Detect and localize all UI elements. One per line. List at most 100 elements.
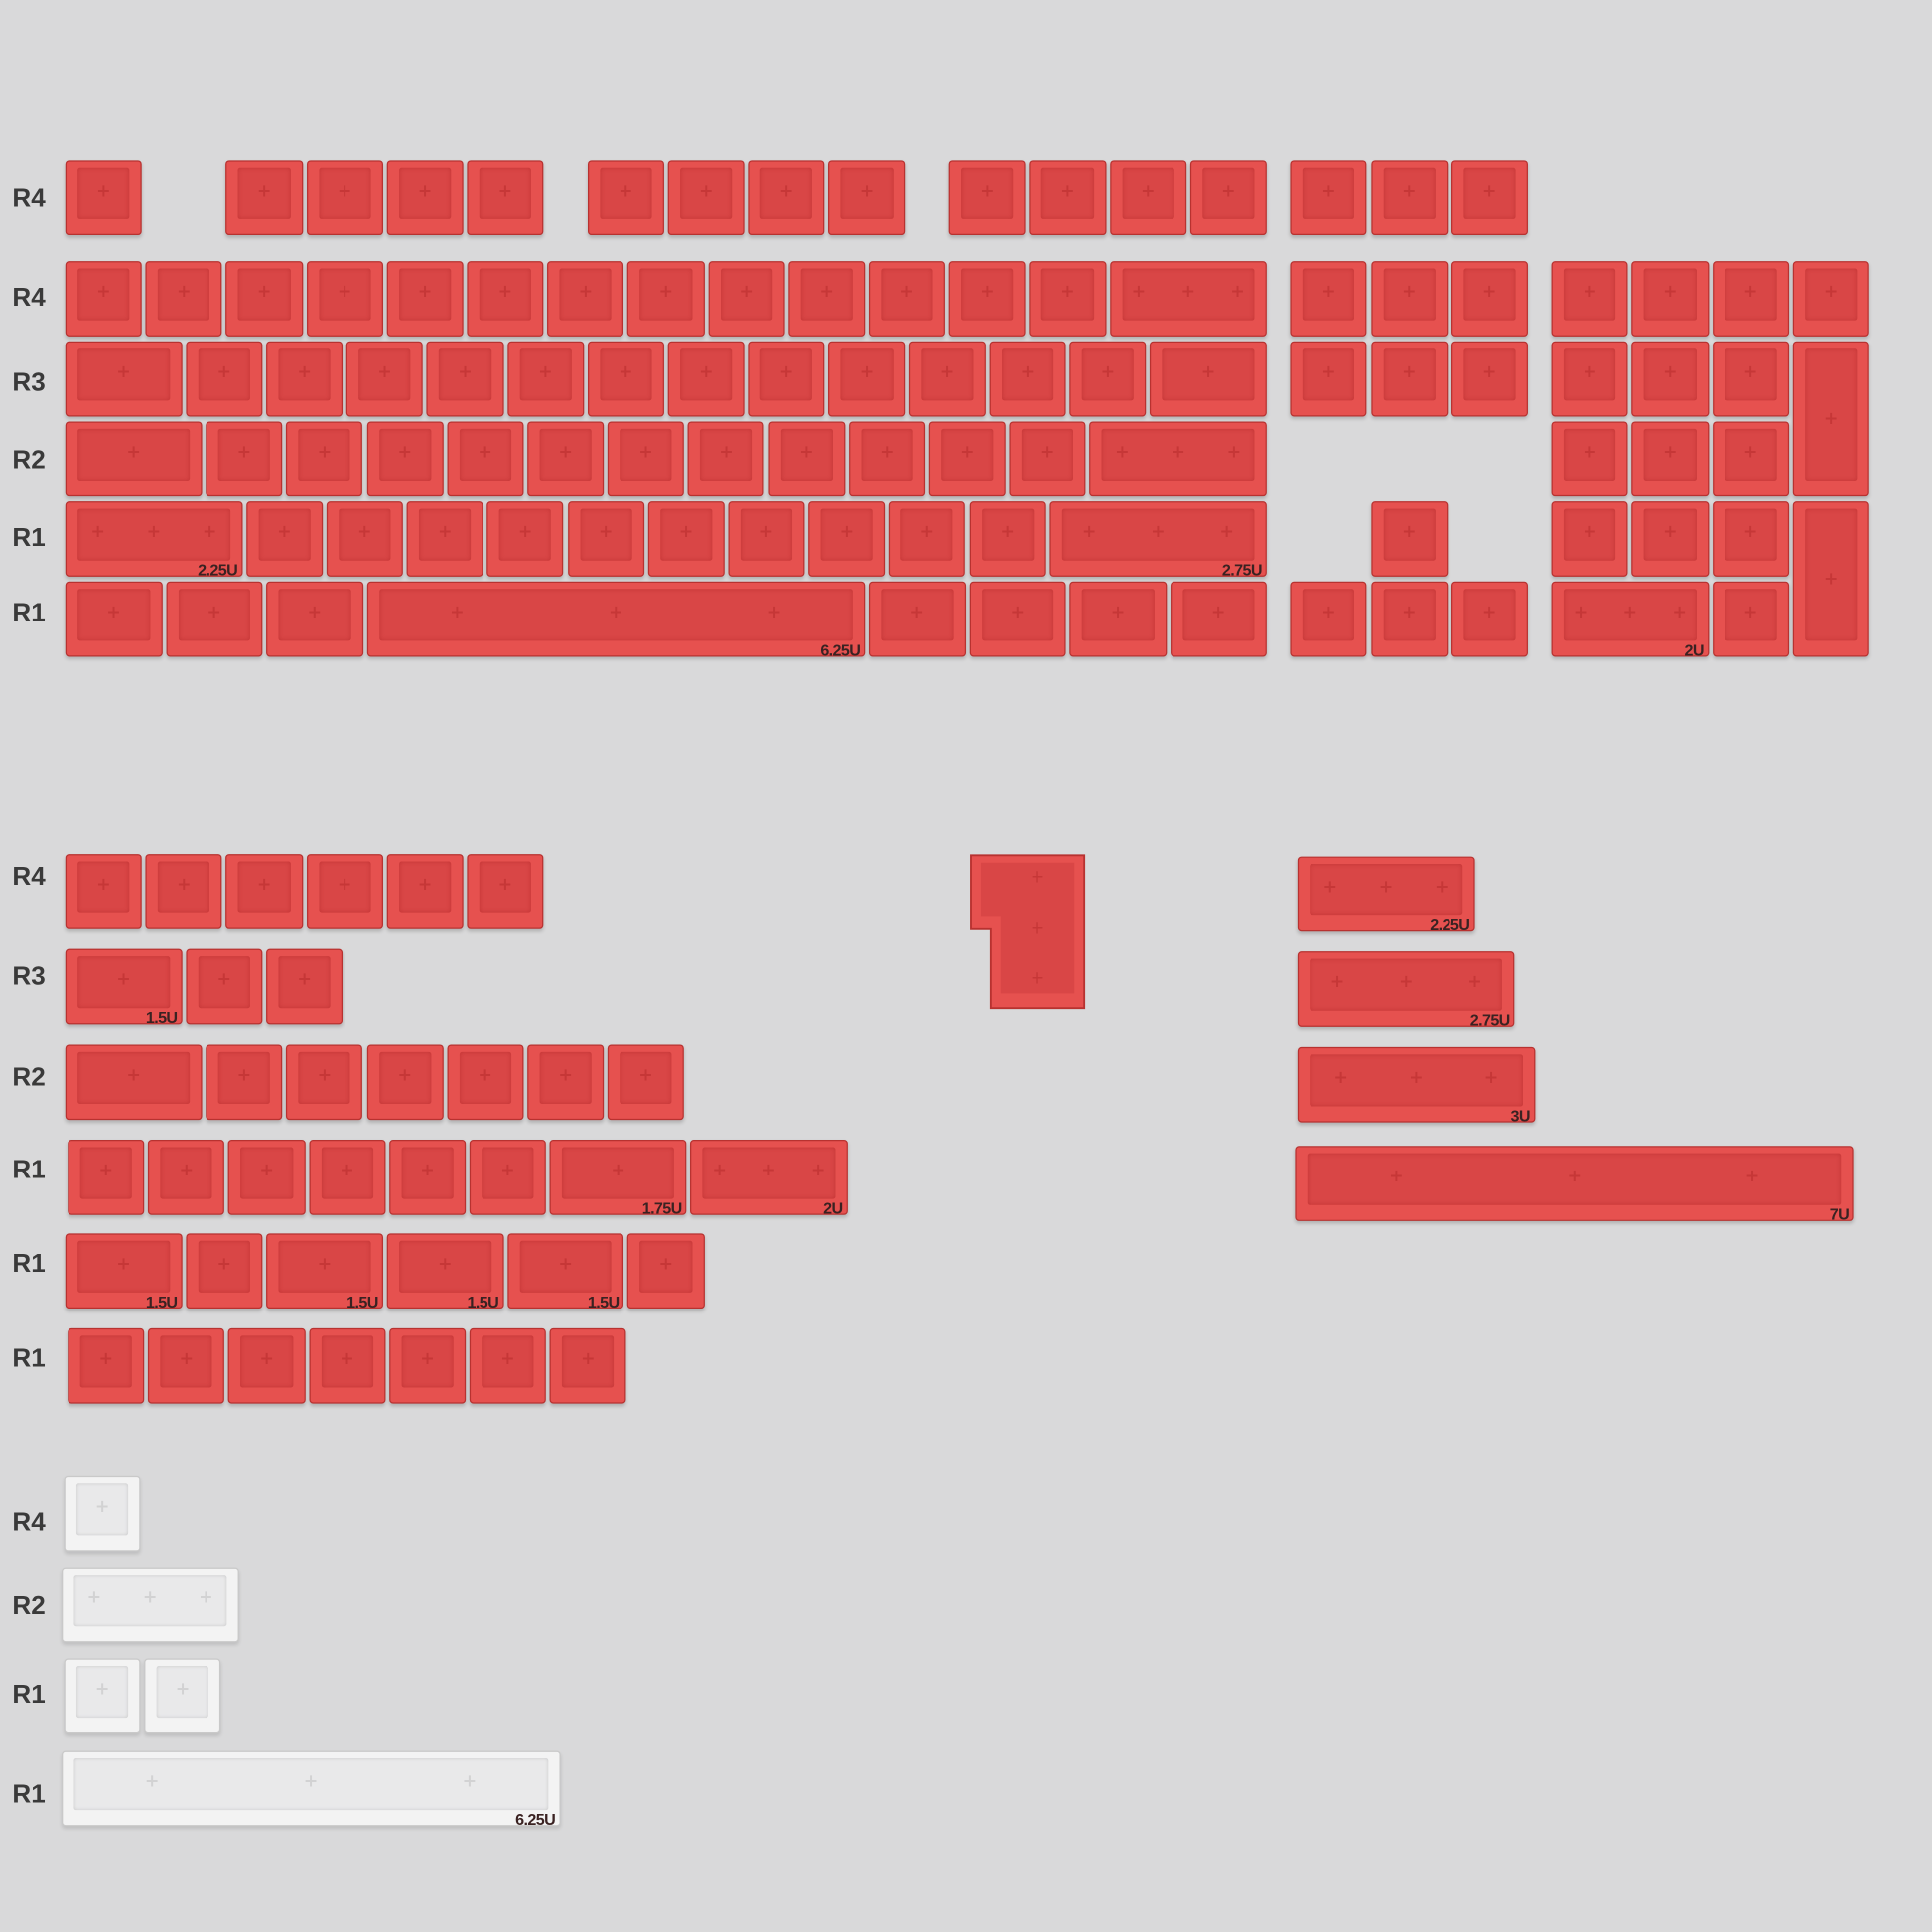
keycap-top-face [1310,1054,1523,1107]
plus-stem-icon: + [598,521,614,542]
plus-stem-icon: + [1402,281,1417,302]
keycap: + [225,160,303,236]
keycap-size-label: 2U [823,1198,843,1218]
keycap: + [1009,421,1086,497]
keycap: + [186,341,263,417]
keycap-top-face [77,1240,171,1294]
keycap: + [627,1233,705,1310]
plus-stem-icon: + [919,521,935,542]
keycap: + [286,421,363,497]
keycap-top-face [519,1240,613,1294]
row-profile-label: R1 [12,1680,46,1710]
plus-stem-icon: + [259,1160,274,1180]
plus-stem-icon: + [98,1160,114,1180]
keycap-top-face [321,1335,373,1388]
plus-stem-icon: + [678,521,694,542]
plus-stem-icon: + [179,1160,195,1180]
keycap: + [1712,421,1789,497]
keycap: + [748,341,825,417]
plus-stem-icon: + [256,181,272,201]
keycap: + [148,1327,225,1404]
keycap-top-face [562,1335,615,1388]
row-profile-label: R1 [12,523,46,553]
keycap-top-face [740,508,793,561]
keycap-top-face [559,268,613,321]
keycap: + [1370,261,1448,338]
plus-stem-icon: + [202,521,217,542]
keycap: + [65,341,183,417]
keycap: + [1290,581,1367,657]
plus-stem-icon: + [236,442,252,463]
plus-stem-icon: + [608,602,623,622]
keycap: + [144,1658,221,1734]
keycap-top-face [378,589,853,641]
keycap-size-label: 1.75U [641,1198,683,1218]
keycap-size-label: 1.5U [346,1293,378,1311]
plus-stem-icon: + [450,602,465,622]
keycap-top-face [258,508,311,561]
plus-stem-icon: + [417,181,433,201]
plus-stem-icon: + [1219,521,1234,542]
keycap: + [1631,421,1709,497]
plus-stem-icon: + [98,1348,114,1369]
keycap: +1.5U [65,1233,183,1311]
keycap-top-face [562,1147,675,1199]
plus-stem-icon: + [1321,361,1336,382]
keycap: + + +2.25U [65,501,243,580]
keycap: + + + [1089,421,1267,497]
keycap-top-face [1122,268,1255,321]
keycap: + [1712,501,1789,578]
keycap-top-face [800,268,853,321]
keycap-top-face [1804,348,1858,482]
plus-stem-icon: + [1583,442,1597,463]
keycap-top-face [1202,167,1255,220]
keycap: + [386,854,464,930]
plus-stem-icon: + [1100,361,1116,382]
keycap-top-face [881,589,953,641]
keycap: + [286,1044,363,1121]
keycap: +1.5U [266,1233,383,1311]
keycap: + + +6.25U [366,581,866,659]
keycap: + [386,261,464,338]
plus-stem-icon: + [558,1254,573,1274]
keycap: + [708,261,785,338]
plus-stem-icon: + [578,281,594,302]
keycap: + [1029,261,1106,338]
keycap: + [1712,341,1789,417]
plus-stem-icon: + [1744,1166,1760,1186]
plus-stem-icon: + [810,1160,826,1180]
keycap: + [165,581,263,657]
keycap: + [1170,581,1267,657]
plus-stem-icon: + [478,442,492,463]
keycap-top-face [519,348,572,401]
keycap: + [1370,160,1448,236]
keycap: + [366,1044,444,1121]
plus-stem-icon: + [126,442,141,463]
row-profile-label: R4 [12,283,46,312]
keycap: + [948,160,1027,236]
keycap: + [969,501,1046,578]
plus-stem-icon: + [1060,181,1075,201]
plus-stem-icon: + [94,1679,110,1700]
keycap-top-face [439,348,491,401]
keycap-top-face [1804,508,1858,641]
row-profile-label: R1 [12,1156,46,1184]
keycap-top-face [1725,348,1777,401]
row-profile-label: R3 [12,962,46,991]
keycap-top-face [479,861,532,913]
keycap: + [1189,160,1267,236]
keycap: + [607,1044,685,1121]
keycap: + [467,261,544,338]
keycap-top-face [780,428,833,482]
keycap-top-face [639,1240,692,1294]
keycap-top-face [75,1665,129,1719]
plus-stem-icon: + [1200,361,1216,382]
keycap: + [65,854,142,930]
keycap-top-face [1383,589,1436,641]
row-profile-label: R4 [12,1508,46,1537]
keycap: + [447,421,524,497]
keycap: + [467,854,544,930]
plus-stem-icon: + [417,281,433,302]
keycap-top-face [620,428,672,482]
keycap: + [467,160,544,236]
